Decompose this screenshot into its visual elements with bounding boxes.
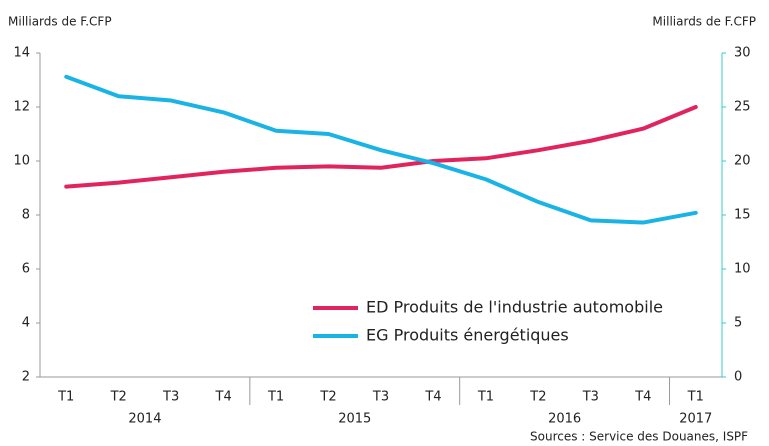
x-group-label: 2017 xyxy=(679,412,712,427)
x-tick-label: T3 xyxy=(372,390,389,405)
y-tick-label: 14 xyxy=(13,46,30,61)
x-tick-label: T2 xyxy=(319,390,336,405)
x-tick-label: T1 xyxy=(477,390,494,405)
y2-tick-label: 5 xyxy=(734,316,742,331)
legend-label: ED Produits de l'industrie automobile xyxy=(366,298,663,317)
y-tick-label: 2 xyxy=(22,370,30,385)
x-tick-label: T2 xyxy=(110,390,127,405)
y-tick-label: 10 xyxy=(13,154,30,169)
x-group-label: 2016 xyxy=(548,412,581,427)
x-tick-label: T3 xyxy=(582,390,599,405)
y2-tick-label: 25 xyxy=(734,100,751,115)
y-tick-label: 8 xyxy=(22,208,30,223)
x-tick-label: T3 xyxy=(162,390,179,405)
x-tick-label: T1 xyxy=(687,390,704,405)
x-group-label: 2015 xyxy=(338,412,371,427)
y-tick-label: 4 xyxy=(22,316,30,331)
legend-label: EG Produits énergétiques xyxy=(366,326,569,345)
y2-tick-label: 15 xyxy=(734,208,751,223)
y2-tick-label: 10 xyxy=(734,262,751,277)
y-tick-label: 12 xyxy=(13,100,30,115)
x-tick-label: T1 xyxy=(57,390,74,405)
y-axis-title: Milliards de F.CFP xyxy=(8,15,112,29)
x-tick-label: T4 xyxy=(424,390,441,405)
source: Sources : Service des Douanes, ISPF xyxy=(530,430,748,444)
x-tick-label: T4 xyxy=(634,390,651,405)
x-tick-label: T1 xyxy=(267,390,284,405)
y2-axis-title: Milliards de F.CFP xyxy=(652,15,756,29)
series-line xyxy=(64,74,698,225)
x-tick-label: T2 xyxy=(529,390,546,405)
x-group-label: 2014 xyxy=(128,412,161,427)
y2-tick-label: 0 xyxy=(734,370,742,385)
y2-tick-label: 30 xyxy=(734,46,751,61)
x-tick-label: T4 xyxy=(215,390,232,405)
y2-tick-label: 20 xyxy=(734,154,751,169)
series-line xyxy=(64,105,698,189)
y-tick-label: 6 xyxy=(22,262,30,277)
